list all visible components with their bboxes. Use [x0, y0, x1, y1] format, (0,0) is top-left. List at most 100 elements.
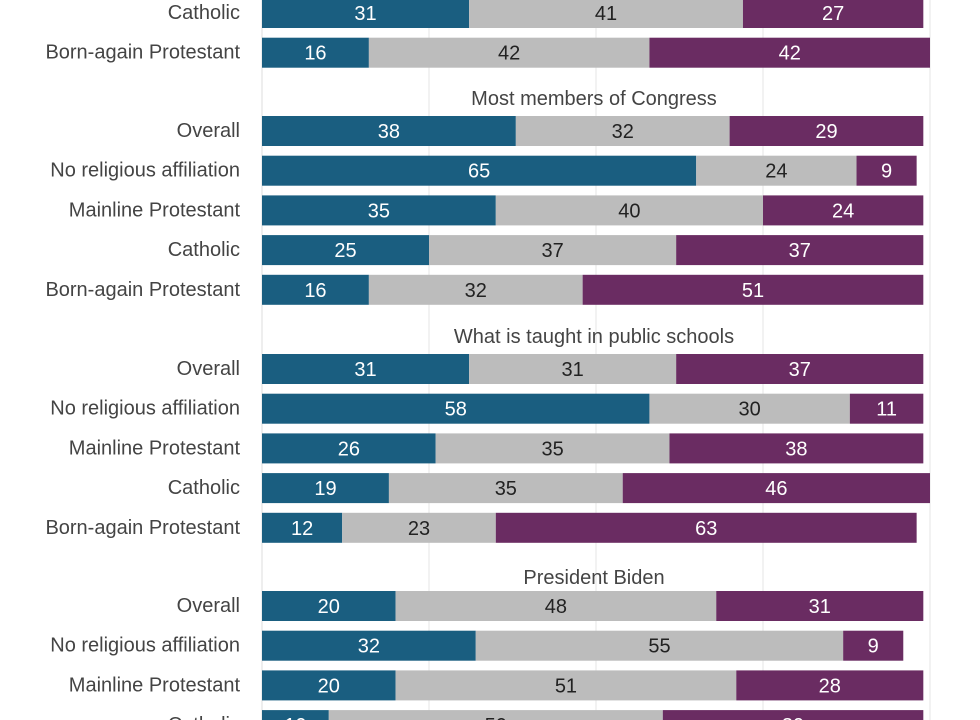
- bar-segment: [262, 274, 369, 305]
- data-label: 42: [498, 43, 520, 65]
- data-label: 35: [495, 478, 517, 500]
- data-label: 25: [334, 240, 356, 262]
- bar-segment: [262, 37, 369, 68]
- category-label: No religious affiliation: [50, 160, 240, 182]
- data-label: 24: [765, 161, 787, 183]
- bar-segment: [676, 235, 924, 266]
- data-label: 35: [541, 438, 563, 460]
- bar-segment: [395, 670, 737, 701]
- data-label: 9: [868, 636, 879, 658]
- bar-segment: [856, 155, 917, 186]
- bar-segment: [262, 0, 470, 28]
- bar-segment: [729, 116, 924, 146]
- bar-segment: [649, 393, 850, 424]
- data-label: 29: [815, 121, 837, 143]
- data-label: 55: [648, 636, 670, 658]
- bar-segment: [262, 354, 470, 384]
- bar-segment: [475, 630, 844, 661]
- data-label: 31: [354, 359, 376, 381]
- data-label: 51: [555, 675, 577, 697]
- data-label: 31: [354, 3, 376, 25]
- bar-segment: [262, 433, 436, 464]
- bar-segment: [742, 0, 924, 28]
- data-label: 37: [541, 240, 563, 262]
- bar-segment: [515, 116, 730, 146]
- data-label: 20: [318, 675, 340, 697]
- category-label: No religious affiliation: [50, 635, 240, 657]
- bar-segment: [395, 591, 717, 621]
- bar-segment: [388, 473, 623, 504]
- data-label: 24: [832, 200, 854, 222]
- data-label: 58: [445, 399, 467, 421]
- bar-segment: [736, 670, 924, 701]
- data-label: 31: [561, 359, 583, 381]
- bar-segment: [676, 354, 924, 384]
- bar-segment: [662, 710, 924, 720]
- bar-segment: [435, 433, 670, 464]
- data-label: 63: [695, 518, 717, 540]
- data-label: 38: [378, 121, 400, 143]
- category-label: Mainline Protestant: [69, 674, 241, 696]
- data-label: 19: [314, 478, 336, 500]
- bar-segment: [495, 195, 763, 226]
- data-label: 23: [408, 518, 430, 540]
- data-label: 39: [782, 715, 804, 720]
- category-label: Born-again Protestant: [45, 42, 240, 64]
- bar-segment: [716, 591, 924, 621]
- data-label: 32: [358, 636, 380, 658]
- bar-segment: [262, 591, 396, 621]
- bar-segment: [262, 710, 329, 720]
- group-title: President Biden: [523, 567, 664, 589]
- data-label: 28: [819, 675, 841, 697]
- group-title: Most members of Congress: [471, 88, 717, 110]
- category-label: Born-again Protestant: [45, 517, 240, 539]
- data-label: 37: [789, 359, 811, 381]
- data-label: 30: [739, 399, 761, 421]
- data-label: 32: [465, 280, 487, 302]
- bar-segment: [262, 473, 389, 504]
- category-label: Overall: [177, 120, 240, 142]
- data-label: 20: [318, 596, 340, 618]
- category-label: Overall: [177, 595, 240, 617]
- bar-segment: [262, 670, 396, 701]
- bar-segment: [368, 37, 650, 68]
- bar-segment: [328, 710, 663, 720]
- data-label: 35: [368, 200, 390, 222]
- data-label: 16: [304, 280, 326, 302]
- bar-segment: [262, 116, 516, 146]
- data-label: 27: [822, 3, 844, 25]
- bar-segment: [696, 155, 857, 186]
- bar-segment: [843, 630, 904, 661]
- bar-segment: [342, 512, 496, 543]
- data-label: 38: [785, 438, 807, 460]
- data-label: 11: [876, 399, 897, 421]
- bar-segment: [763, 195, 924, 226]
- bar-segment: [469, 0, 743, 28]
- group-title: What is taught in public schools: [454, 326, 734, 348]
- bar-segment: [262, 393, 650, 424]
- data-label: 51: [742, 280, 764, 302]
- data-label: 65: [468, 161, 490, 183]
- data-label: 48: [545, 596, 567, 618]
- bar-segment: [669, 433, 924, 464]
- bar-segment: [262, 512, 343, 543]
- data-label: 12: [291, 518, 313, 540]
- bar-segment: [262, 630, 476, 661]
- bar-segment: [368, 274, 583, 305]
- bar-segment: [495, 512, 917, 543]
- data-label: 50: [485, 715, 507, 720]
- category-label: Mainline Protestant: [69, 199, 241, 221]
- data-label: 26: [338, 438, 360, 460]
- bar-segment: [582, 274, 924, 305]
- bar-segment: [262, 195, 496, 226]
- category-label: Catholic: [168, 477, 240, 499]
- data-label: 32: [612, 121, 634, 143]
- category-label: No religious affiliation: [50, 398, 240, 420]
- data-label: 46: [765, 478, 787, 500]
- bar-segment: [849, 393, 924, 424]
- category-label: Overall: [177, 358, 240, 380]
- category-label: Catholic: [168, 239, 240, 261]
- bars: [262, 0, 930, 720]
- data-label: 16: [304, 43, 326, 65]
